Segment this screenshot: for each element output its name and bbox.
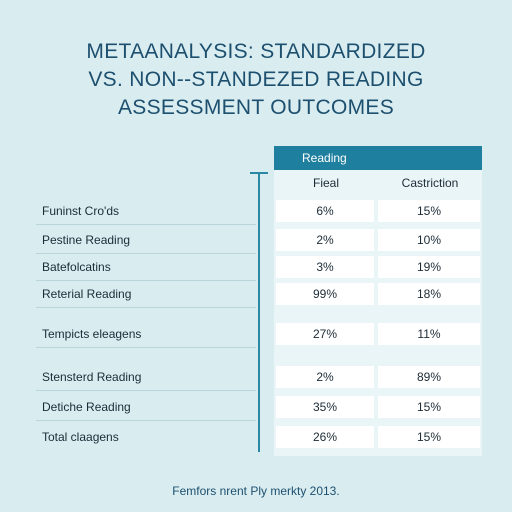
title-line-2: VS. NON--STANDEZED READING [88,68,424,91]
row-label: Detiche Reading [42,400,131,414]
row-divider [36,307,256,308]
row-label: Pestine Reading [42,233,131,247]
row-label: Funinst Cro'ds [42,204,119,218]
table-cell: 3% [276,256,374,278]
table-cell: 10% [378,229,480,251]
row-label: Reterial Reading [42,287,132,301]
footer-note: Femfors nrent Ply merkty 2013. [172,484,340,498]
table-cell: 6% [276,200,374,222]
title-line-1: METAANALYSIS: STANDARDIZED [86,40,426,63]
table-cell: 15% [378,426,480,448]
table-cell: 18% [378,283,480,305]
table-cell: 2% [276,229,374,251]
row-divider [36,253,256,254]
row-divider [36,224,256,225]
divider-line [258,173,260,452]
table-cell: 2% [276,366,374,388]
table-cell: 35% [276,396,374,418]
table-cell: 89% [378,366,480,388]
table-cell: 99% [276,283,374,305]
row-divider [36,280,256,281]
row-label: Stensterd Reading [42,370,142,384]
table-cell: 15% [378,200,480,222]
row-label: Tempicts eleagens [42,327,142,341]
column-header-1: Fieal [312,176,339,190]
row-label: Batefolcatins [42,260,111,274]
group-header: Reading [274,146,482,170]
table-cell: 19% [378,256,480,278]
table-cell: 27% [276,323,374,345]
table-cell: 11% [378,323,480,345]
table-cell: 26% [276,426,374,448]
row-divider [36,390,256,391]
title-line-3: ASSESSMENT OUTCOMES [117,96,395,119]
table-cell: 15% [378,396,480,418]
row-divider [36,347,256,348]
chart-title: METAANALYSIS: STANDARDIZED VS. NON--STAN… [0,38,512,122]
divider-tick [250,172,268,174]
column-header-2: Castriction [401,176,459,190]
row-divider [36,420,256,421]
row-label: Total claagens [42,430,119,444]
